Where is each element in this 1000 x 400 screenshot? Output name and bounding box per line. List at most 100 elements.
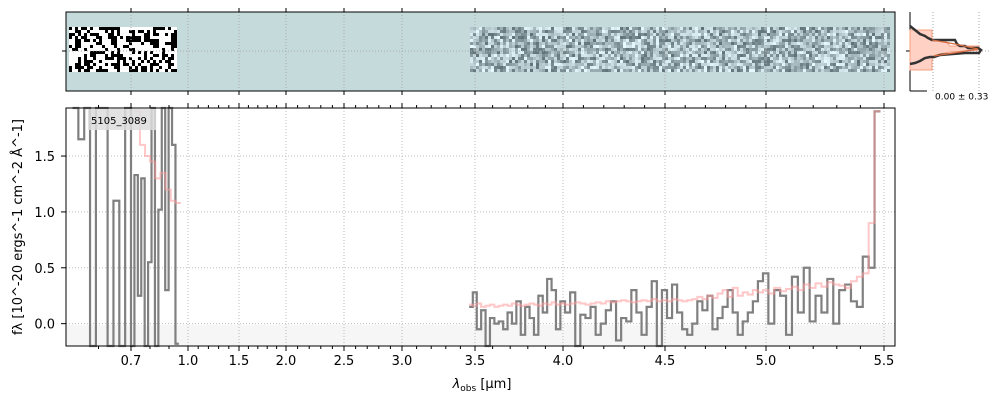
2d-pixel <box>848 69 851 72</box>
2d-pixel <box>590 57 593 60</box>
2d-pixel <box>866 36 869 39</box>
2d-pixel <box>524 63 527 66</box>
2d-pixel <box>557 45 560 48</box>
2d-pixel <box>72 42 75 45</box>
2d-pixel <box>533 69 536 72</box>
2d-pixel <box>710 57 713 60</box>
2d-pixel <box>608 69 611 72</box>
2d-pixel <box>812 57 815 60</box>
2d-pixel <box>707 60 710 63</box>
2d-pixel <box>818 63 821 66</box>
2d-pixel <box>686 63 689 66</box>
2d-pixel <box>698 39 701 42</box>
2d-pixel <box>701 36 704 39</box>
2d-pixel <box>596 54 599 57</box>
2d-pixel <box>515 60 518 63</box>
2d-pixel <box>794 45 797 48</box>
2d-pixel <box>743 60 746 63</box>
2d-pixel <box>680 51 683 54</box>
2d-pixel <box>677 39 680 42</box>
2d-pixel <box>833 69 836 72</box>
2d-pixel <box>827 54 830 57</box>
2d-pixel <box>671 39 674 42</box>
2d-pixel <box>629 57 632 60</box>
2d-pixel <box>716 27 719 30</box>
2d-pixel <box>887 45 890 48</box>
2d-pixel <box>159 54 162 57</box>
2d-pixel <box>500 42 503 45</box>
2d-pixel <box>153 33 156 36</box>
2d-pixel <box>794 33 797 36</box>
2d-pixel <box>78 66 81 69</box>
2d-pixel <box>93 57 96 60</box>
2d-pixel <box>539 33 542 36</box>
2d-pixel <box>824 51 827 54</box>
2d-pixel <box>821 39 824 42</box>
2d-pixel <box>710 63 713 66</box>
2d-pixel <box>153 45 156 48</box>
2d-pixel <box>836 57 839 60</box>
2d-pixel <box>111 69 114 72</box>
2d-pixel <box>102 60 105 63</box>
2d-pixel <box>135 57 138 60</box>
2d-pixel <box>845 42 848 45</box>
2d-pixel <box>863 60 866 63</box>
2d-pixel <box>69 51 72 54</box>
2d-pixel <box>812 48 815 51</box>
2d-pixel <box>764 39 767 42</box>
2d-pixel <box>560 33 563 36</box>
2d-pixel <box>761 27 764 30</box>
2d-pixel <box>111 66 114 69</box>
2d-pixel <box>638 36 641 39</box>
2d-pixel <box>153 60 156 63</box>
2d-pixel <box>563 66 566 69</box>
2d-pixel <box>740 36 743 39</box>
2d-pixel <box>560 57 563 60</box>
2d-pixel <box>614 45 617 48</box>
2d-pixel <box>494 54 497 57</box>
2d-pixel <box>69 60 72 63</box>
2d-pixel <box>132 48 135 51</box>
2d-pixel <box>806 63 809 66</box>
2d-pixel <box>491 69 494 72</box>
2d-pixel <box>758 39 761 42</box>
2d-pixel <box>857 45 860 48</box>
2d-pixel <box>845 36 848 39</box>
2d-pixel <box>749 42 752 45</box>
2d-pixel <box>608 54 611 57</box>
2d-pixel <box>120 69 123 72</box>
2d-pixel <box>650 66 653 69</box>
2d-pixel <box>138 33 141 36</box>
2d-pixel <box>887 48 890 51</box>
2d-pixel <box>500 39 503 42</box>
2d-pixel <box>542 42 545 45</box>
2d-pixel <box>776 30 779 33</box>
2d-pixel <box>668 60 671 63</box>
2d-pixel <box>554 30 557 33</box>
2d-pixel <box>863 45 866 48</box>
2d-pixel <box>126 63 129 66</box>
2d-pixel <box>536 69 539 72</box>
2d-pixel <box>725 36 728 39</box>
2d-pixel <box>746 30 749 33</box>
2d-pixel <box>162 39 165 42</box>
2d-pixel <box>518 27 521 30</box>
2d-pixel <box>614 60 617 63</box>
2d-pixel <box>872 60 875 63</box>
2d-pixel <box>599 54 602 57</box>
2d-pixel <box>141 30 144 33</box>
2d-pixel <box>803 51 806 54</box>
2d-pixel <box>150 36 153 39</box>
2d-pixel <box>132 63 135 66</box>
2d-pixel <box>162 69 165 72</box>
2d-pixel <box>473 45 476 48</box>
2d-pixel <box>803 30 806 33</box>
2d-pixel <box>488 66 491 69</box>
2d-pixel <box>809 63 812 66</box>
2d-pixel <box>755 45 758 48</box>
2d-pixel <box>497 33 500 36</box>
2d-pixel <box>557 36 560 39</box>
2d-pixel <box>515 69 518 72</box>
2d-pixel <box>590 66 593 69</box>
2d-pixel <box>860 27 863 30</box>
